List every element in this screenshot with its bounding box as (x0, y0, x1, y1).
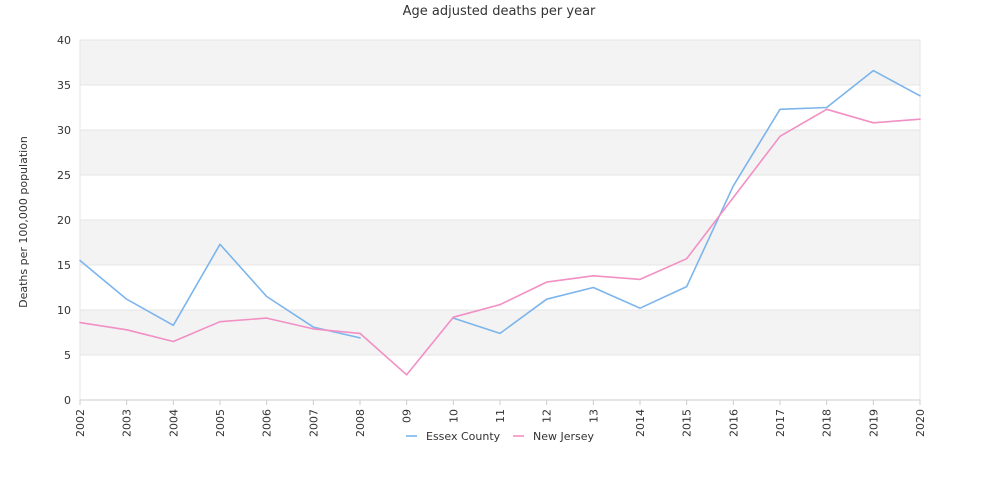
legend-item-essex-county[interactable]: Essex County (406, 430, 501, 443)
x-axis-ticks: 2002 2003 2004 2005 2006 2007 2008 09 10 11 12 13 20… (74, 400, 927, 437)
grid-bands (80, 40, 920, 355)
y-tick-label: 20 (57, 214, 71, 227)
grid-band (80, 40, 920, 85)
x-tick-label: 2006 (261, 409, 274, 437)
series-line-essex-county (79, 243, 361, 339)
y-tick-label: 40 (57, 34, 71, 47)
grid-band (80, 130, 920, 175)
series-lines (79, 69, 921, 376)
y-tick-label: 30 (57, 124, 71, 137)
y-tick-label: 25 (57, 169, 71, 182)
x-tick-label: 2017 (774, 409, 787, 437)
x-tick-label: 2014 (634, 409, 647, 437)
y-tick-label: 35 (57, 79, 71, 92)
legend-label: Essex County (426, 430, 501, 443)
y-tick-label: 10 (57, 304, 71, 317)
x-tick-label: 13 (587, 409, 600, 423)
x-tick-label: 11 (494, 409, 507, 423)
y-tick-label: 15 (57, 259, 71, 272)
x-tick-label: 2003 (121, 409, 134, 437)
x-tick-label: 09 (401, 409, 414, 423)
x-tick-label: 10 (447, 409, 460, 423)
series-line-new-jersey (79, 108, 921, 376)
x-tick-label: 2002 (74, 409, 87, 437)
grid-lines (79, 39, 921, 401)
x-tick-label: 2018 (821, 409, 834, 437)
y-axis-label: Deaths per 100,000 population (17, 136, 30, 308)
y-tick-label: 0 (64, 394, 71, 407)
legend[interactable]: Essex County New Jersey (406, 430, 595, 443)
legend-label: New Jersey (533, 430, 595, 443)
x-tick-label: 12 (541, 409, 554, 423)
x-tick-label: 2019 (867, 409, 880, 437)
chart-title: Age adjusted deaths per year (403, 4, 596, 19)
y-tick-label: 5 (64, 349, 71, 362)
x-tick-label: 2015 (681, 409, 694, 437)
x-tick-label: 2005 (214, 409, 227, 437)
grid-band (80, 220, 920, 265)
x-tick-label: 2016 (727, 409, 740, 437)
x-tick-label: 2004 (167, 409, 180, 437)
x-tick-label: 2007 (307, 409, 320, 437)
x-tick-label: 2020 (914, 409, 927, 437)
legend-item-new-jersey[interactable]: New Jersey (513, 430, 595, 443)
series-line-essex-county (452, 69, 921, 335)
x-tick-label: 2008 (354, 409, 367, 437)
y-axis-ticks: 0 5 10 15 20 25 30 35 40 (57, 34, 71, 407)
